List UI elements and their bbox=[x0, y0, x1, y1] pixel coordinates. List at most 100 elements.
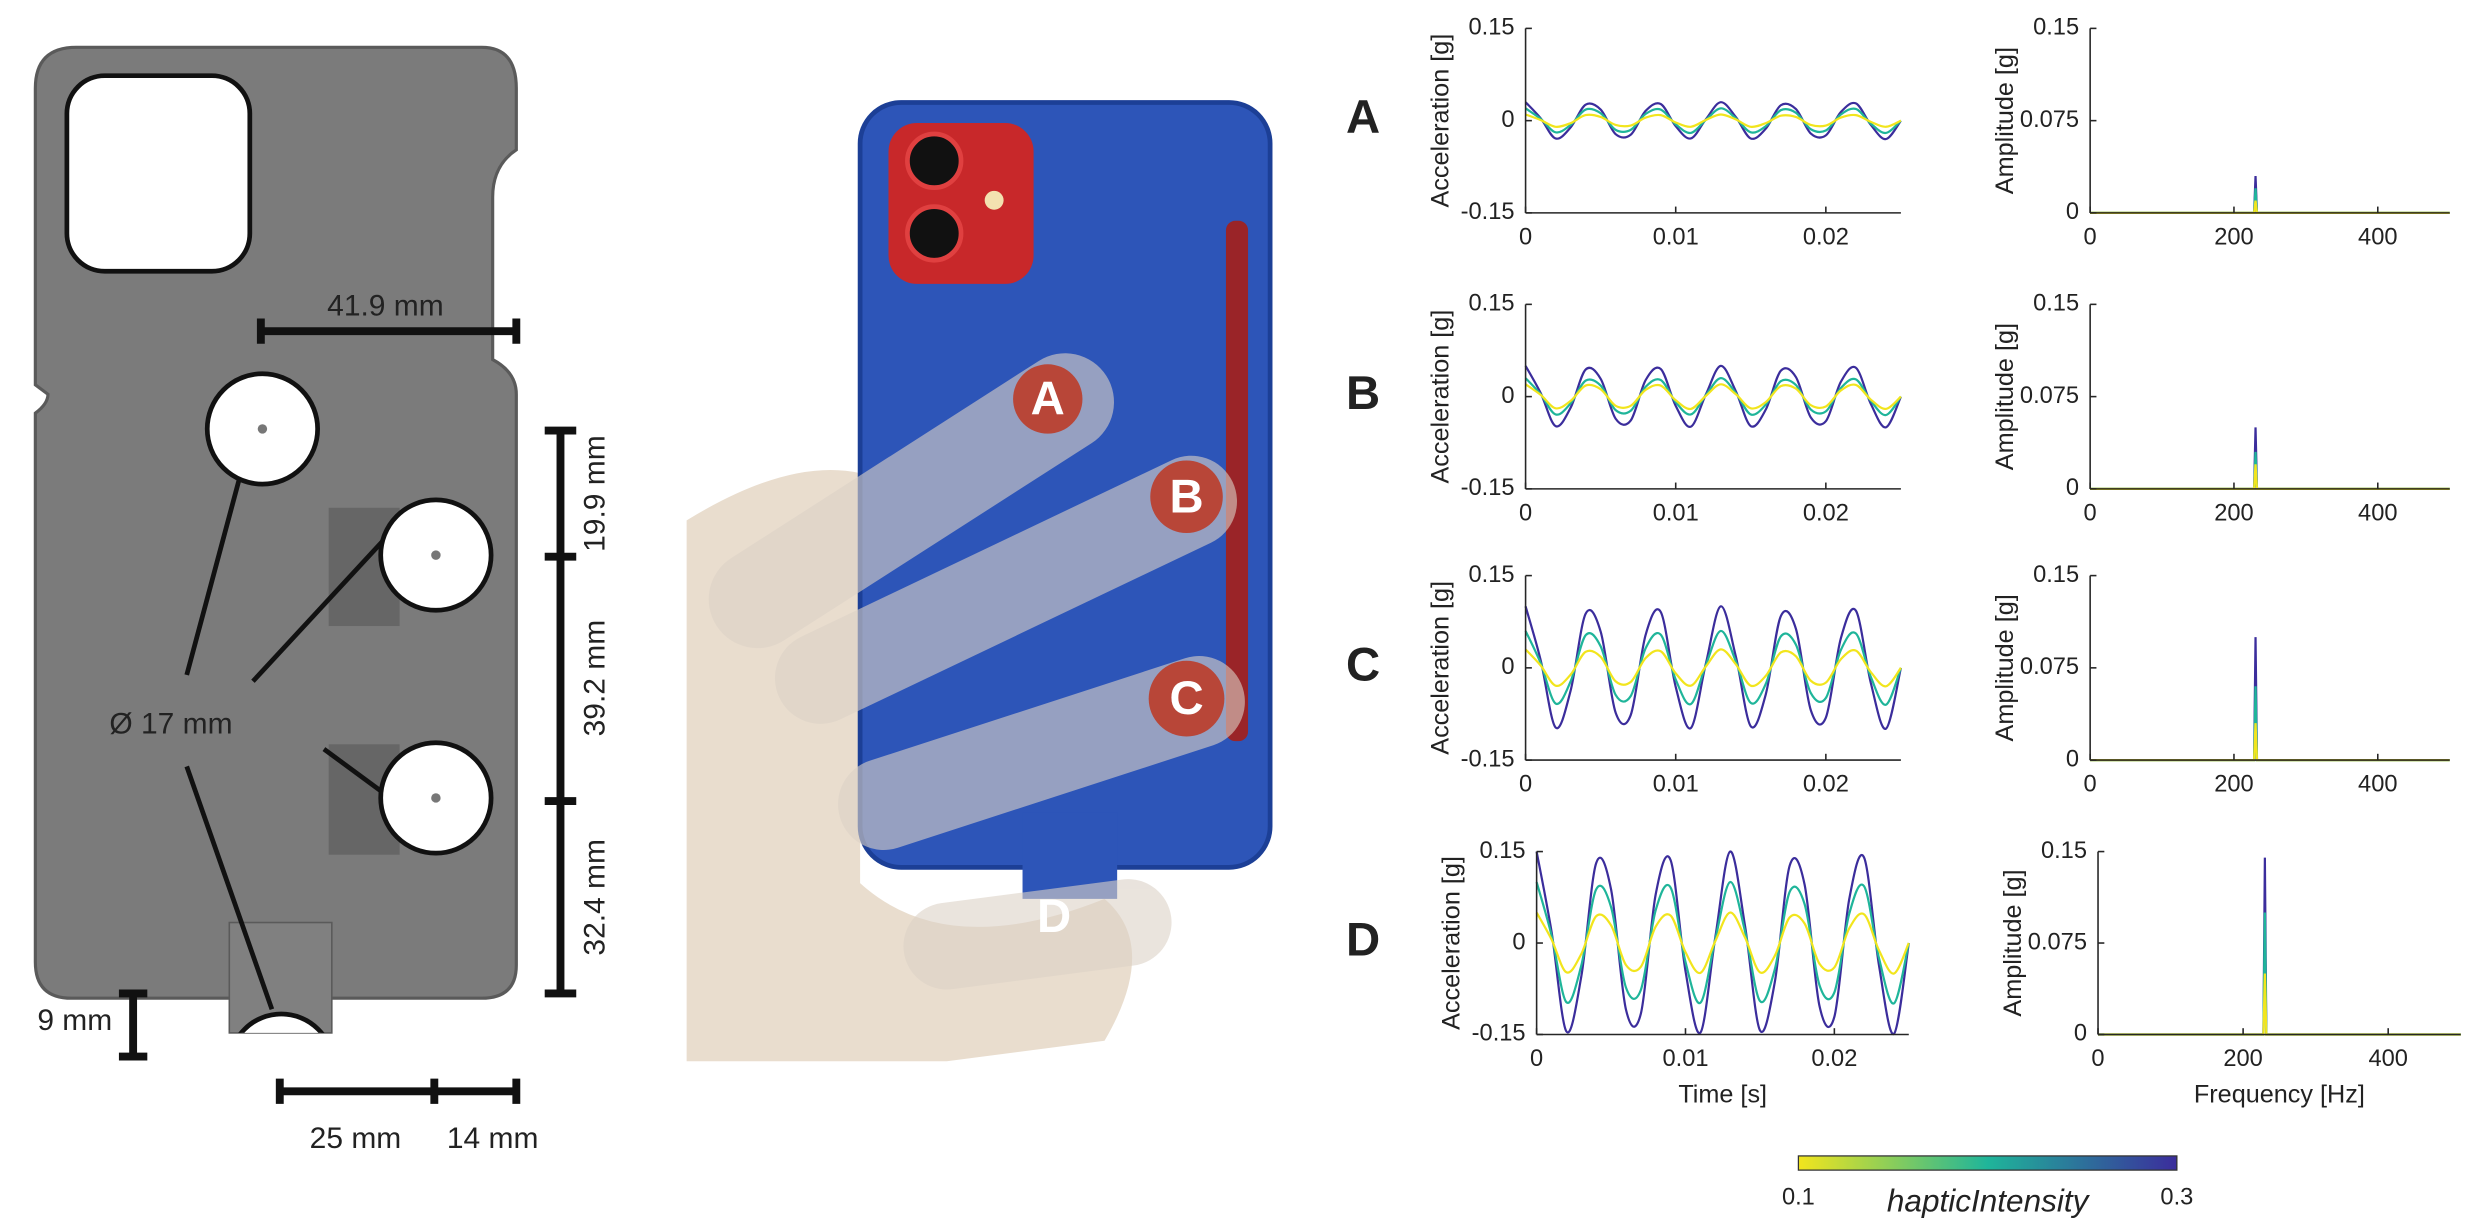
dimension-label: 14 mm bbox=[447, 1122, 539, 1155]
x-axis-label: Frequency [Hz] bbox=[2194, 1081, 2365, 1109]
dimension-bar bbox=[256, 318, 521, 344]
x-tick-label: 400 bbox=[2358, 772, 2397, 798]
panel-label: B bbox=[1346, 367, 1380, 420]
data-line bbox=[2098, 912, 2461, 1036]
x-tick-label: 0 bbox=[2084, 224, 2097, 250]
fingers bbox=[708, 353, 1245, 990]
y-tick-label: 0.075 bbox=[2028, 929, 2087, 955]
colorbar-max: 0.3 bbox=[2160, 1185, 2193, 1211]
x-axis-label: Time [s] bbox=[1678, 1081, 1767, 1109]
data-line bbox=[2090, 723, 2450, 762]
dimension-label: 32.4 mm bbox=[579, 839, 612, 956]
y-tick-label: 0.15 bbox=[1469, 15, 1515, 41]
pointer bbox=[322, 747, 386, 796]
y-axis-label: Amplitude [g] bbox=[1991, 323, 2019, 470]
data-line bbox=[1535, 911, 1910, 975]
contact-point bbox=[1148, 660, 1225, 737]
y-tick-label: 0.15 bbox=[2041, 838, 2087, 864]
data-line bbox=[1524, 605, 1902, 730]
y-tick-label: 0.15 bbox=[1480, 838, 1526, 864]
panel-label: D bbox=[1346, 914, 1380, 967]
phone-edge bbox=[1225, 220, 1249, 742]
x-tick-label: 0 bbox=[2091, 1046, 2104, 1072]
point-label: B bbox=[1169, 470, 1203, 523]
data-line bbox=[1524, 383, 1902, 411]
x-tick-label: 0 bbox=[1530, 1046, 1543, 1072]
dimension-label: 9 mm bbox=[37, 1004, 112, 1037]
y-tick-label: -0.15 bbox=[1461, 199, 1515, 225]
data-line bbox=[1524, 101, 1902, 141]
y-tick-label: 0 bbox=[1501, 383, 1514, 409]
y-axis-label: Amplitude [g] bbox=[1991, 594, 2019, 741]
panel-label: C bbox=[1346, 638, 1380, 691]
camera-cutout bbox=[64, 73, 253, 274]
dimension-bar bbox=[275, 1078, 521, 1104]
chart: 0 0.075 0.15 0 200 400 Amplitude [g] bbox=[1991, 15, 2450, 250]
y-tick-label: -0.15 bbox=[1461, 475, 1515, 501]
dimension-label: 39.2 mm bbox=[579, 620, 612, 737]
lens bbox=[905, 204, 964, 263]
data-line bbox=[2098, 973, 2461, 1036]
dimension-label: 25 mm bbox=[310, 1122, 402, 1155]
x-tick-label: 0 bbox=[1519, 500, 1532, 526]
y-tick-label: 0 bbox=[1512, 929, 1525, 955]
contact-point bbox=[1150, 460, 1223, 534]
data-line bbox=[1524, 377, 1902, 417]
point-label: A bbox=[1031, 373, 1065, 426]
x-tick-label: 0 bbox=[2084, 772, 2097, 798]
x-tick-label: 0.02 bbox=[1811, 1046, 1857, 1072]
data-line bbox=[2090, 637, 2450, 762]
dimension-bar bbox=[544, 426, 577, 998]
data-line bbox=[1535, 850, 1910, 1035]
y-tick-label: 0 bbox=[2066, 746, 2079, 772]
pointer bbox=[251, 531, 392, 683]
data-line bbox=[2090, 427, 2450, 490]
y-tick-label: 0.075 bbox=[2020, 654, 2079, 680]
x-tick-label: 200 bbox=[2214, 224, 2253, 250]
point-label: C bbox=[1169, 672, 1203, 725]
data-line bbox=[2090, 200, 2450, 214]
data-line bbox=[2090, 451, 2450, 490]
colorbar-label: hapticIntensity bbox=[1887, 1183, 2091, 1219]
lens bbox=[905, 131, 964, 191]
y-tick-label: 0.15 bbox=[2033, 562, 2079, 588]
dimension-bar bbox=[118, 989, 148, 1061]
data-line bbox=[1524, 648, 1902, 688]
data-line bbox=[1535, 880, 1910, 1005]
y-axis-label: Acceleration [g] bbox=[1427, 310, 1455, 484]
y-tick-label: 0 bbox=[1501, 654, 1514, 680]
x-tick-label: 200 bbox=[2214, 500, 2253, 526]
data-line bbox=[2098, 857, 2461, 1036]
hole bbox=[378, 497, 494, 613]
y-tick-label: 0.15 bbox=[1469, 291, 1515, 317]
hole bbox=[238, 1011, 325, 1033]
hole bbox=[378, 740, 494, 856]
x-tick-label: 400 bbox=[2358, 224, 2397, 250]
x-tick-label: 0 bbox=[1519, 224, 1532, 250]
data-line bbox=[1524, 629, 1902, 706]
y-tick-label: 0.15 bbox=[1469, 562, 1515, 588]
chart: 0 0.075 0.15 0 200 400 Amplitude [g] bbox=[1991, 562, 2450, 798]
photo: A B C D bbox=[686, 100, 1273, 1062]
x-tick-label: 0.01 bbox=[1662, 1046, 1708, 1072]
x-tick-label: 200 bbox=[2223, 1046, 2262, 1072]
y-tick-label: -0.15 bbox=[1461, 746, 1515, 772]
y-axis-label: Acceleration [g] bbox=[1427, 34, 1455, 208]
y-axis-label: Amplitude [g] bbox=[1999, 869, 2027, 1016]
y-tick-label: 0.15 bbox=[2033, 291, 2079, 317]
y-tick-label: 0.15 bbox=[2033, 15, 2079, 41]
dimension-label: 41.9 mm bbox=[327, 289, 444, 322]
y-tick-label: -0.15 bbox=[1472, 1021, 1526, 1047]
colorbar-gradient bbox=[1797, 1155, 2178, 1171]
y-tick-label: 0 bbox=[1501, 107, 1514, 133]
x-tick-label: 0.02 bbox=[1803, 772, 1849, 798]
flash bbox=[984, 190, 1004, 210]
x-tick-label: 0.01 bbox=[1653, 224, 1699, 250]
chart: 0 0.075 0.15 0 200 400 Amplitude [g] Frequency … bbox=[1999, 838, 2461, 1109]
data-line bbox=[1524, 364, 1902, 429]
y-tick-label: 0 bbox=[2066, 475, 2079, 501]
